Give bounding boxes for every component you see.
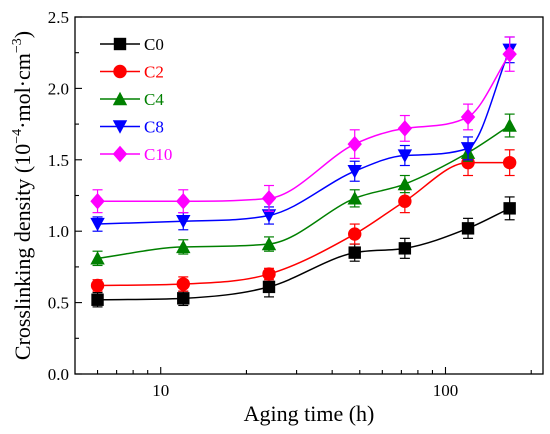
y-axis-title-main: Crosslinking density (10 bbox=[10, 144, 35, 360]
legend-label: C4 bbox=[144, 90, 164, 109]
legend-label: C10 bbox=[144, 145, 172, 164]
series-C10 bbox=[90, 36, 517, 214]
x-tick-label: 100 bbox=[433, 381, 459, 400]
x-axis-title: Aging time (h) bbox=[244, 401, 375, 426]
data-point bbox=[348, 246, 361, 259]
data-point bbox=[461, 222, 475, 235]
data-point bbox=[347, 165, 362, 179]
axes: 0.0 0.5 1.0 1.5 2.0 2.5 10 100 bbox=[48, 8, 544, 400]
y-tick-label: 0.0 bbox=[48, 365, 69, 384]
data-point bbox=[176, 215, 191, 229]
legend-marker bbox=[112, 120, 128, 134]
data-point bbox=[261, 209, 277, 223]
data-point bbox=[262, 267, 276, 281]
data-point bbox=[176, 277, 190, 291]
legend-item-C2: C2 bbox=[100, 63, 164, 82]
legend-label: C2 bbox=[144, 63, 164, 82]
legend-item-C0: C0 bbox=[100, 35, 164, 54]
x-tick-label: 10 bbox=[152, 381, 169, 400]
data-point bbox=[90, 193, 105, 210]
data-point bbox=[460, 142, 476, 156]
y-axis-title: Crosslinking density (10−4·mol·cm−3) bbox=[10, 31, 35, 360]
data-point bbox=[90, 251, 105, 265]
data-point bbox=[176, 193, 191, 210]
data-point bbox=[397, 120, 413, 137]
data-point bbox=[347, 135, 362, 153]
series-C8 bbox=[90, 36, 517, 232]
legend-item-C4: C4 bbox=[100, 90, 164, 109]
y-tick-label: 2.5 bbox=[48, 8, 69, 27]
data-point bbox=[397, 149, 413, 163]
data-point bbox=[347, 191, 362, 205]
plot-area bbox=[90, 36, 517, 308]
data-point bbox=[348, 227, 362, 241]
legend-label: C0 bbox=[144, 35, 164, 54]
data-point bbox=[261, 190, 277, 207]
data-point bbox=[261, 236, 277, 251]
data-point bbox=[91, 293, 104, 306]
data-point bbox=[502, 118, 517, 132]
data-point bbox=[397, 176, 413, 191]
series-C4 bbox=[90, 113, 517, 267]
y-tick-label: 1.5 bbox=[48, 151, 69, 170]
legend: C0 C2 C4 C8 C10 bbox=[100, 35, 172, 164]
legend-marker bbox=[113, 64, 127, 79]
legend-marker bbox=[113, 37, 127, 51]
y-axis-title-close: ) bbox=[10, 31, 35, 38]
y-axis-title-unit: ·mol·cm bbox=[10, 53, 35, 129]
data-point bbox=[502, 155, 517, 170]
y-tick-label: 1.0 bbox=[48, 222, 69, 241]
data-point bbox=[398, 242, 412, 255]
data-point bbox=[177, 292, 190, 305]
data-point bbox=[176, 239, 191, 254]
y-axis-title-exp: −4 bbox=[10, 129, 25, 144]
data-point bbox=[460, 108, 476, 126]
data-point bbox=[262, 280, 276, 294]
legend-label: C8 bbox=[144, 118, 164, 137]
series-C2 bbox=[90, 149, 517, 293]
data-point bbox=[90, 217, 105, 232]
data-point bbox=[398, 194, 412, 208]
legend-marker bbox=[112, 145, 128, 163]
data-point bbox=[503, 202, 516, 215]
y-axis-title-unit-exp: −3 bbox=[10, 38, 25, 53]
legend-item-C10: C10 bbox=[100, 145, 172, 164]
legend-item-C8: C8 bbox=[100, 118, 164, 137]
y-tick-label: 2.0 bbox=[48, 79, 69, 98]
series-C0 bbox=[91, 196, 516, 308]
legend-marker bbox=[112, 91, 128, 106]
y-tick-label: 0.5 bbox=[48, 294, 69, 313]
data-point bbox=[90, 278, 105, 293]
data-point bbox=[502, 45, 517, 63]
